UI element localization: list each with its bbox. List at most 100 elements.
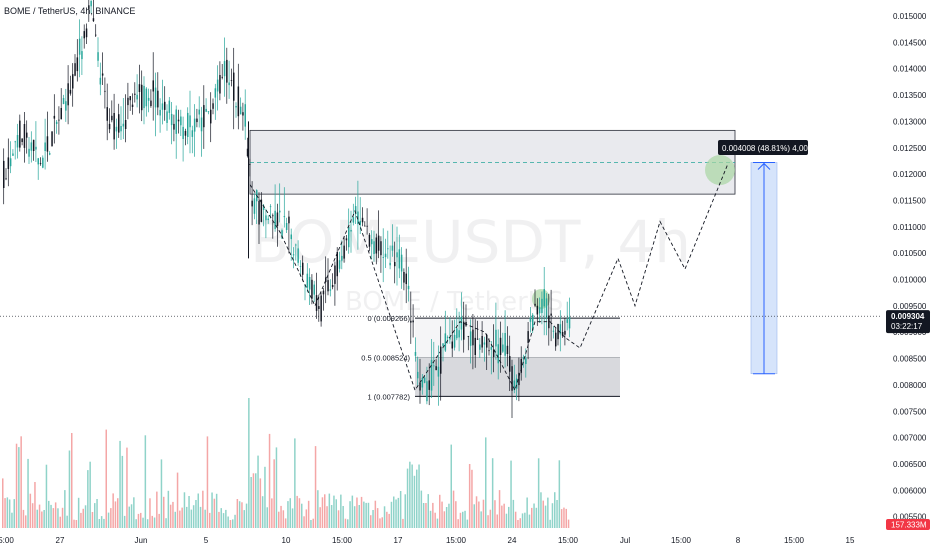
volume-bar <box>73 519 75 528</box>
volume-bar <box>464 510 466 528</box>
volume-bar <box>206 436 209 528</box>
volume-bar <box>45 464 48 528</box>
measure-arrow-head <box>757 162 771 170</box>
supply-zone[interactable] <box>249 129 736 195</box>
volume-bar <box>422 503 425 528</box>
candle-body <box>164 101 166 110</box>
volume-bar <box>287 501 289 528</box>
x-tick-14: 15 <box>846 536 855 545</box>
candle-body <box>437 366 440 377</box>
candle-body <box>65 101 67 111</box>
symbol-title: BOME / TetherUS, 4h, BINANCE <box>4 6 136 16</box>
candle-body <box>239 106 242 115</box>
volume-bar <box>94 503 96 528</box>
candle-body <box>297 248 299 263</box>
time-axis[interactable]: 5:00 27 Jun 5 10 15:00 17 15:00 24 15:00 Jul 15:00 8… <box>0 536 855 545</box>
volume-bar <box>526 497 528 528</box>
candle-body <box>541 298 543 313</box>
candle-body <box>371 239 373 245</box>
candle-body <box>389 262 391 266</box>
y-tick-16: 0.007000 <box>893 434 927 443</box>
candle-body <box>400 254 403 272</box>
volume-bar <box>255 473 257 528</box>
volume-bar <box>87 470 89 528</box>
volume-bar <box>31 503 34 528</box>
projection-path[interactable] <box>249 163 729 392</box>
candle-body <box>557 324 559 340</box>
candle-body <box>49 153 51 155</box>
volume-bar <box>317 490 319 528</box>
volume-bar <box>439 494 441 528</box>
candle-body <box>426 381 428 402</box>
candle-body <box>361 217 364 223</box>
candle-body <box>233 72 235 101</box>
candle-body <box>189 115 191 128</box>
volume-bar <box>443 511 446 528</box>
y-tick-11: 0.009500 <box>893 302 927 311</box>
volume-bar <box>169 504 172 528</box>
y-tick-10: 0.010000 <box>893 276 927 285</box>
candle-body <box>504 333 506 356</box>
volume-bar <box>404 494 406 528</box>
volume-bar <box>542 500 544 528</box>
volume-bar <box>114 501 117 528</box>
volume-bar <box>82 508 84 528</box>
candle-body <box>281 230 283 239</box>
candle-body <box>9 158 12 167</box>
volume-bar <box>436 518 439 528</box>
volume-bar <box>105 429 107 528</box>
volume-bar <box>197 493 199 528</box>
volume-bar <box>432 502 434 528</box>
y-tick-6: 0.012000 <box>893 170 927 179</box>
candle-body <box>364 225 366 227</box>
candle-body <box>375 237 378 254</box>
volume-bar <box>77 497 80 528</box>
volume-bar <box>48 500 50 528</box>
candle-body <box>532 314 534 331</box>
volume-bar <box>174 511 176 528</box>
volume-bar <box>301 503 303 528</box>
candle-body <box>354 206 357 215</box>
volume-bar <box>34 482 36 528</box>
volume-bar <box>496 514 498 528</box>
volume-bar <box>372 510 374 528</box>
candle-body <box>345 238 348 241</box>
volume-bar <box>146 519 149 528</box>
candle-body <box>138 84 141 92</box>
candle-body <box>486 334 488 348</box>
candle-body <box>444 333 447 351</box>
candle-body <box>492 349 495 357</box>
fib-retracement[interactable]: 0 (0.009266) 0.5 (0.008524) 1 (0.007782) <box>361 314 620 401</box>
volume-bar <box>68 450 71 528</box>
candle-body <box>39 163 42 164</box>
volume-bar <box>227 516 229 528</box>
candle-body <box>143 85 145 109</box>
candle-body <box>145 88 148 107</box>
candle-body <box>26 132 28 138</box>
volume-bar <box>418 464 420 528</box>
candle-body <box>331 285 334 288</box>
candle-body <box>357 211 359 224</box>
candle-body <box>398 249 401 269</box>
candle-body <box>177 119 180 122</box>
volume-bar <box>103 518 105 528</box>
volume-bar <box>112 493 114 528</box>
volume-bar <box>280 505 282 528</box>
volume-bar <box>273 459 275 528</box>
price-axis[interactable]: 0.015000 0.014500 0.014000 0.013500 0.013000… <box>893 12 927 522</box>
watermark-small: BOME / TetherUS <box>345 287 563 317</box>
volume-bar <box>501 505 503 528</box>
volume-bar <box>374 500 377 528</box>
candle-body <box>154 87 157 108</box>
candle-body <box>274 210 276 229</box>
candle-body <box>32 139 35 151</box>
volume-bar <box>482 499 485 528</box>
candle-body <box>433 365 435 367</box>
candle-body <box>419 382 421 391</box>
candle-body <box>396 252 398 258</box>
volume-bar <box>485 437 487 528</box>
volume-bar <box>399 491 402 528</box>
candle-body <box>253 198 256 214</box>
price-range-measure[interactable]: 0.004008 (48.81%) 4,008 <box>532 140 813 375</box>
